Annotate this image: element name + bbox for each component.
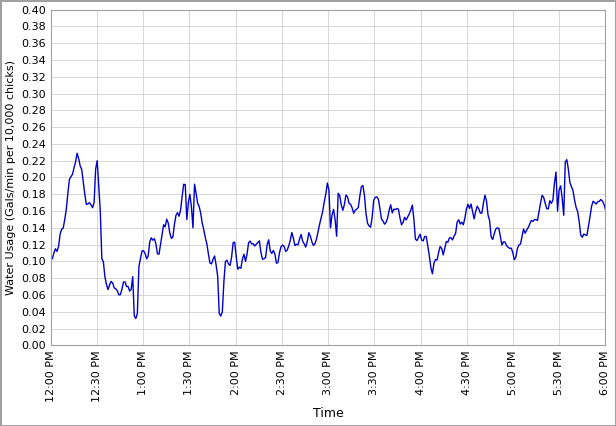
X-axis label: Time: Time xyxy=(313,407,344,420)
Y-axis label: Water Usage (Gals/min per 10,000 chicks): Water Usage (Gals/min per 10,000 chicks) xyxy=(6,60,15,295)
